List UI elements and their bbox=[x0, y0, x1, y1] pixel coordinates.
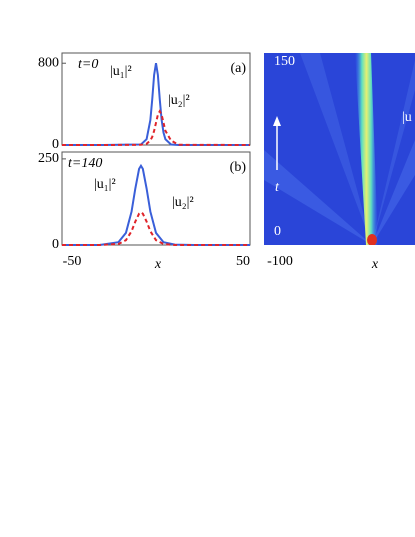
panel-label: (b) bbox=[230, 160, 247, 175]
plot-frame bbox=[61, 52, 251, 146]
x-axis-label: x bbox=[371, 257, 379, 272]
panel-label: (a) bbox=[230, 61, 246, 76]
x-tick-label: -50 bbox=[63, 254, 82, 269]
plot-frame bbox=[61, 151, 251, 246]
y-tick-label: 0 bbox=[52, 237, 59, 252]
time-label: t=140 bbox=[68, 156, 102, 171]
colorbar-label: |u bbox=[402, 110, 412, 125]
series-label: |u₂|² bbox=[172, 195, 194, 210]
y-axis-label: t bbox=[275, 180, 280, 195]
series-line bbox=[62, 211, 250, 246]
x-tick-label: -100 bbox=[267, 254, 293, 269]
y-tick-label: 800 bbox=[38, 55, 59, 70]
series-line bbox=[62, 163, 250, 246]
y-tick-label: 250 bbox=[38, 151, 59, 166]
series-line bbox=[62, 63, 250, 146]
heatmap-image bbox=[264, 53, 415, 245]
series-line bbox=[62, 109, 251, 146]
x-tick-label: 50 bbox=[236, 254, 250, 269]
y-tick-label: 0 bbox=[52, 137, 59, 152]
y-tick-label: 0 bbox=[274, 224, 281, 239]
time-label: t=0 bbox=[78, 57, 98, 72]
time-arrow-head bbox=[273, 116, 281, 126]
series-label: |u₂|² bbox=[168, 93, 190, 108]
x-axis-label: x bbox=[154, 257, 162, 272]
series-label: |u₁|² bbox=[94, 177, 116, 192]
y-tick-label: 150 bbox=[274, 54, 295, 69]
series-label: |u₁|² bbox=[110, 64, 132, 79]
